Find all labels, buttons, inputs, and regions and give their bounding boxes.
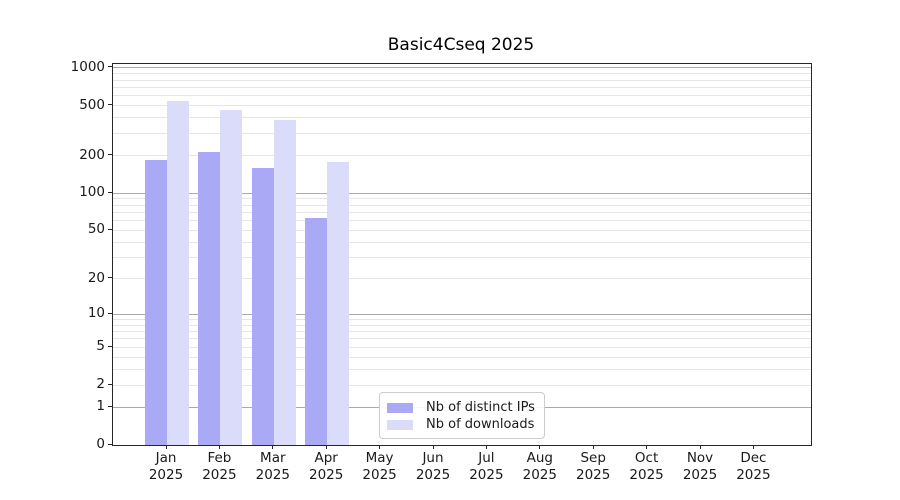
x-tick-label: Aug 2025 bbox=[522, 450, 557, 483]
y-tick bbox=[108, 66, 112, 68]
minor-gridline bbox=[113, 105, 811, 107]
x-tick bbox=[699, 445, 701, 449]
x-tick-label: Nov 2025 bbox=[682, 450, 718, 483]
x-tick-label: Oct 2025 bbox=[629, 450, 664, 483]
minor-gridline bbox=[113, 198, 811, 200]
minor-gridline bbox=[113, 346, 811, 348]
y-tick-label: 1 bbox=[96, 398, 105, 415]
x-tick bbox=[539, 445, 541, 449]
minor-gridline bbox=[113, 229, 811, 231]
y-tick-label: 5 bbox=[96, 338, 105, 355]
bar-jan-distinct-ips bbox=[145, 160, 167, 445]
y-tick bbox=[108, 104, 112, 106]
minor-gridline bbox=[113, 356, 811, 358]
y-tick-label: 2 bbox=[96, 376, 105, 393]
y-tick-label: 500 bbox=[79, 96, 105, 113]
y-tick-label: 1000 bbox=[70, 58, 105, 75]
minor-gridline bbox=[113, 220, 811, 222]
x-tick-label: Jan 2025 bbox=[148, 450, 184, 483]
legend-swatch-distinct-ips bbox=[387, 402, 413, 413]
minor-gridline bbox=[113, 133, 811, 135]
bar-mar-downloads bbox=[273, 119, 296, 445]
y-tick bbox=[108, 345, 112, 347]
legend: Nb of distinct IPs Nb of downloads bbox=[379, 392, 545, 439]
y-tick bbox=[108, 154, 112, 156]
x-tick bbox=[325, 445, 327, 449]
x-tick-label: Apr 2025 bbox=[309, 450, 344, 483]
legend-item-downloads: Nb of downloads bbox=[387, 416, 536, 433]
x-tick bbox=[379, 445, 381, 449]
y-tick-label: 200 bbox=[79, 146, 105, 163]
y-tick-label: 50 bbox=[87, 221, 105, 238]
legend-label-downloads: Nb of downloads bbox=[426, 417, 535, 432]
major-gridline bbox=[113, 313, 811, 315]
y-tick-label: 100 bbox=[79, 184, 105, 201]
x-tick bbox=[592, 445, 594, 449]
minor-gridline bbox=[113, 384, 811, 386]
minor-gridline bbox=[113, 117, 811, 119]
x-tick bbox=[165, 445, 167, 449]
y-tick bbox=[108, 443, 112, 445]
minor-gridline bbox=[113, 155, 811, 157]
bar-mar-distinct-ips bbox=[251, 168, 274, 445]
x-tick-label: Mar 2025 bbox=[255, 450, 290, 483]
legend-label-distinct-ips: Nb of distinct IPs bbox=[426, 400, 535, 415]
minor-gridline bbox=[113, 324, 811, 326]
minor-gridline bbox=[113, 278, 811, 280]
y-tick bbox=[108, 277, 112, 279]
minor-gridline bbox=[113, 204, 811, 206]
bar-feb-downloads bbox=[220, 110, 243, 445]
y-tick bbox=[108, 312, 112, 314]
minor-gridline bbox=[113, 257, 811, 259]
y-tick-label: 0 bbox=[96, 436, 105, 452]
minor-gridline bbox=[113, 73, 811, 75]
x-tick bbox=[432, 445, 434, 449]
x-tick bbox=[218, 445, 220, 449]
minor-gridline bbox=[113, 338, 811, 340]
bar-jan-downloads bbox=[167, 100, 189, 445]
y-tick bbox=[108, 405, 112, 407]
bar-apr-downloads bbox=[327, 161, 350, 445]
x-tick-label: Feb 2025 bbox=[202, 450, 237, 483]
y-tick bbox=[108, 228, 112, 230]
major-gridline bbox=[113, 192, 811, 194]
x-tick-label: May 2025 bbox=[362, 450, 397, 483]
legend-item-distinct-ips: Nb of distinct IPs bbox=[387, 399, 536, 416]
plot-area: Nb of distinct IPs Nb of downloads bbox=[112, 63, 812, 446]
legend-swatch-downloads bbox=[387, 419, 413, 430]
chart-title: Basic4Cseq 2025 bbox=[387, 35, 535, 55]
x-tick bbox=[752, 445, 754, 449]
y-tick-label: 20 bbox=[87, 269, 105, 286]
x-tick-label: Sep 2025 bbox=[576, 450, 611, 483]
bar-apr-distinct-ips bbox=[305, 218, 328, 445]
y-tick bbox=[108, 191, 112, 193]
bar-feb-distinct-ips bbox=[198, 151, 221, 445]
minor-gridline bbox=[113, 86, 811, 88]
minor-gridline bbox=[113, 331, 811, 333]
x-tick-label: Jun 2025 bbox=[415, 450, 451, 483]
x-tick bbox=[272, 445, 274, 449]
y-tick bbox=[108, 383, 112, 385]
x-tick bbox=[485, 445, 487, 449]
y-tick-label: 10 bbox=[87, 305, 105, 322]
minor-gridline bbox=[113, 211, 811, 213]
minor-gridline bbox=[113, 368, 811, 370]
major-gridline bbox=[113, 67, 811, 69]
minor-gridline bbox=[113, 79, 811, 81]
x-tick bbox=[646, 445, 648, 449]
x-tick-label: Dec 2025 bbox=[736, 450, 771, 483]
minor-gridline bbox=[113, 241, 811, 243]
minor-gridline bbox=[113, 318, 811, 320]
x-tick-label: Jul 2025 bbox=[469, 450, 504, 483]
minor-gridline bbox=[113, 95, 811, 97]
